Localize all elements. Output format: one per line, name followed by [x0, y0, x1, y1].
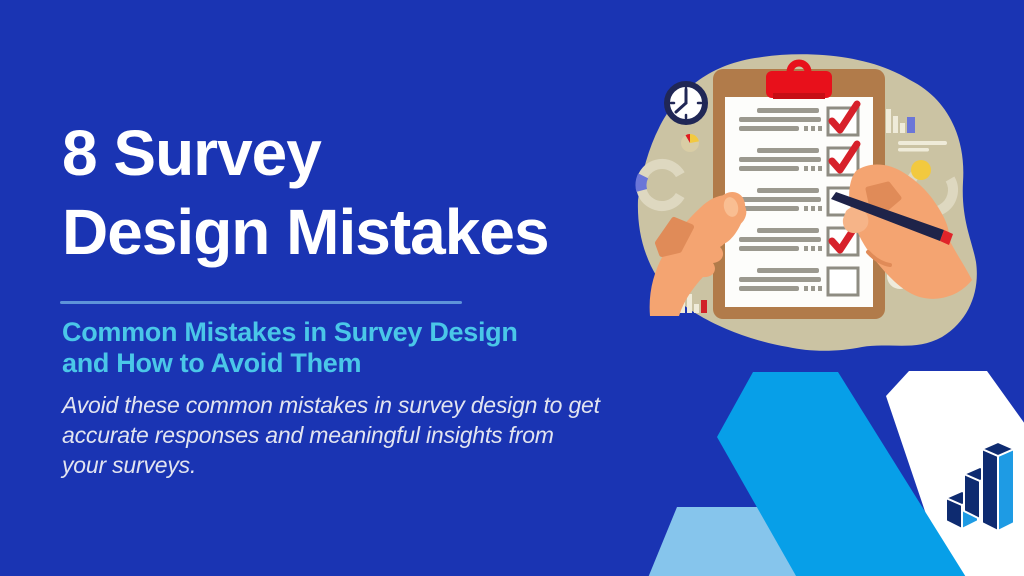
description-line-1: Avoid these common mistakes in survey de… — [62, 392, 600, 418]
subtitle: Common Mistakes in Survey Design and How… — [62, 317, 518, 379]
description-line-2: accurate responses and meaningful insigh… — [62, 422, 554, 448]
description: Avoid these common mistakes in survey de… — [62, 390, 600, 480]
page-title: 8 Survey Design Mistakes — [62, 114, 550, 272]
page-title-line-2: Design Mistakes — [62, 196, 550, 268]
left-hand — [649, 192, 747, 316]
clock-icon — [664, 81, 708, 125]
pen-icon — [831, 192, 953, 245]
geometric-shapes — [648, 371, 1024, 576]
blue-band-shape — [717, 372, 966, 576]
right-hand — [831, 164, 972, 299]
bar-chart-logo-icon — [945, 441, 1015, 532]
survey-illustration — [635, 54, 977, 351]
subtitle-line-2: and How to Avoid Them — [62, 348, 362, 378]
mini-bar-chart-top-icon — [886, 109, 947, 152]
description-line-3: your surveys. — [62, 452, 197, 478]
checklist — [739, 100, 861, 297]
clipboard-clip — [766, 59, 832, 99]
donut-chart-left-icon — [635, 158, 689, 212]
subtitle-line-1: Common Mistakes in Survey Design — [62, 317, 518, 347]
title-divider — [60, 301, 462, 304]
page-title-line-1: 8 Survey — [62, 117, 322, 189]
pie-chart-small-icon — [681, 133, 699, 152]
